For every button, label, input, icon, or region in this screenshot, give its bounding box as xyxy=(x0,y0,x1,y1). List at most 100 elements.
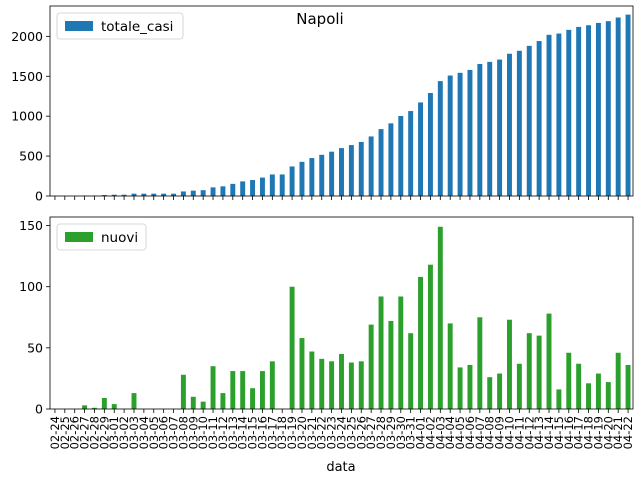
bar-totale_casi-04-17 xyxy=(576,26,582,197)
x-tick-label-03-30: 03-30 xyxy=(394,416,408,449)
bar-totale_casi-03-13 xyxy=(230,183,236,196)
x-tick-label-03-02: 03-02 xyxy=(117,416,131,449)
bar-totale_casi-04-02 xyxy=(427,93,433,196)
x-tick-label-04-19: 04-19 xyxy=(591,416,605,449)
bar-totale_casi-04-11 xyxy=(516,50,522,196)
x-tick-label-03-08: 03-08 xyxy=(176,416,190,449)
x-tick-label-03-22: 03-22 xyxy=(315,416,329,449)
y-tick-label-1-50: 50 xyxy=(27,340,43,355)
bar-totale_casi-04-19 xyxy=(595,22,601,197)
x-tick-label-04-21: 04-21 xyxy=(611,416,625,449)
bar-totale_casi-03-09 xyxy=(190,190,196,196)
x-tick-label-03-24: 03-24 xyxy=(335,416,349,449)
bar-nuovi-03-16 xyxy=(259,371,265,409)
x-tick-label-03-12: 03-12 xyxy=(216,416,230,449)
bar-nuovi-03-26 xyxy=(358,361,364,409)
bar-nuovi-03-31 xyxy=(408,333,414,409)
x-tick-label-03-15: 03-15 xyxy=(246,416,260,449)
bar-totale_casi-03-15 xyxy=(250,180,256,196)
bar-nuovi-03-09 xyxy=(190,396,196,409)
x-tick-label-03-28: 03-28 xyxy=(374,416,388,449)
bar-nuovi-03-11 xyxy=(210,366,216,409)
bar-nuovi-03-24 xyxy=(339,353,344,409)
legend-box-1 xyxy=(56,223,147,251)
x-tick-label-04-08: 04-08 xyxy=(483,416,497,449)
bar-totale_casi-04-01 xyxy=(418,102,424,196)
bar-totale_casi-04-08 xyxy=(487,61,493,196)
bar-totale_casi-03-08 xyxy=(180,191,186,196)
y-tick-label-1-100: 100 xyxy=(19,279,43,294)
bar-nuovi-03-08 xyxy=(180,374,186,409)
x-tick-label-03-05: 03-05 xyxy=(147,416,161,449)
x-tick-label-04-14: 04-14 xyxy=(542,416,556,449)
bar-totale_casi-04-07 xyxy=(477,63,483,197)
x-tick-label-02-25: 02-25 xyxy=(58,416,72,449)
x-tick-label-04-05: 04-05 xyxy=(453,416,467,449)
x-axis-label: data xyxy=(326,460,355,475)
bar-totale_casi-04-05 xyxy=(457,72,463,196)
bar-totale_casi-03-23 xyxy=(329,151,335,196)
bar-nuovi-04-01 xyxy=(418,276,424,409)
y-tick-label-0-2000: 2000 xyxy=(11,29,43,44)
bar-totale_casi-04-21 xyxy=(615,17,621,196)
bar-totale_casi-04-14 xyxy=(546,34,552,196)
bar-totale_casi-03-26 xyxy=(358,141,364,196)
bar-totale_casi-03-20 xyxy=(299,161,305,196)
x-tick-label-03-07: 03-07 xyxy=(167,416,181,449)
bar-totale_casi-03-19 xyxy=(289,166,295,196)
bar-nuovi-04-09 xyxy=(497,373,503,409)
x-tick-label-04-22: 04-22 xyxy=(621,416,635,449)
bar-totale_casi-03-18 xyxy=(279,174,285,196)
bar-nuovi-04-03 xyxy=(437,226,443,409)
x-tick-label-03-31: 03-31 xyxy=(404,416,418,449)
x-tick-label-03-11: 03-11 xyxy=(206,416,220,449)
x-tick-label-02-29: 02-29 xyxy=(97,416,111,449)
axes-frame-1 xyxy=(49,216,634,410)
x-tick-label-03-27: 03-27 xyxy=(364,416,378,449)
x-tick-label-04-16: 04-16 xyxy=(562,416,576,449)
bar-nuovi-03-27 xyxy=(368,324,374,409)
bar-nuovi-03-03 xyxy=(131,393,137,409)
x-tick-label-02-26: 02-26 xyxy=(68,416,82,449)
bar-nuovi-02-29 xyxy=(101,397,107,409)
bar-nuovi-03-15 xyxy=(250,388,256,409)
bar-totale_casi-03-25 xyxy=(348,145,354,196)
x-tick-label-04-11: 04-11 xyxy=(512,416,526,449)
bar-nuovi-04-11 xyxy=(516,363,522,409)
bar-nuovi-04-08 xyxy=(487,377,493,409)
x-tick-label-04-09: 04-09 xyxy=(493,416,507,449)
x-tick-label-03-16: 03-16 xyxy=(255,416,269,449)
bar-nuovi-03-25 xyxy=(348,362,354,409)
x-tick-label-04-02: 04-02 xyxy=(423,416,437,449)
bar-totale_casi-04-15 xyxy=(556,33,562,196)
bar-nuovi-03-13 xyxy=(230,371,236,409)
bar-nuovi-03-10 xyxy=(200,401,206,409)
bar-totale_casi-04-03 xyxy=(437,81,443,196)
bar-totale_casi-03-27 xyxy=(368,136,374,196)
bar-totale_casi-03-16 xyxy=(259,177,265,196)
legend-totale_casi: totale_casi xyxy=(56,12,184,40)
bottom-panel: 050100150nuovi02-2402-2502-2602-2702-280… xyxy=(19,216,635,449)
bar-nuovi-04-21 xyxy=(615,352,621,409)
bar-totale_casi-03-29 xyxy=(388,123,394,196)
bar-totale_casi-03-22 xyxy=(319,154,325,196)
bar-totale_casi-03-28 xyxy=(378,129,384,196)
bar-nuovi-04-14 xyxy=(546,313,552,409)
bar-nuovi-02-27 xyxy=(82,405,88,409)
bar-nuovi-04-07 xyxy=(477,317,483,409)
y-tick-label-0-1500: 1500 xyxy=(11,69,43,84)
bar-nuovi-04-12 xyxy=(526,333,532,409)
x-tick-label-03-09: 03-09 xyxy=(186,416,200,449)
bar-totale_casi-03-21 xyxy=(309,158,315,196)
legend-swatch-nuovi xyxy=(65,232,93,242)
bar-totale_casi-03-07 xyxy=(171,193,176,196)
x-tick-label-04-04: 04-04 xyxy=(443,416,457,449)
x-tick-label-03-23: 03-23 xyxy=(325,416,339,449)
bar-totale_casi-03-12 xyxy=(220,186,226,196)
x-tick-label-03-19: 03-19 xyxy=(285,416,299,449)
y-tick-label-0-0: 0 xyxy=(35,189,43,204)
bar-nuovi-04-13 xyxy=(536,335,542,409)
chart-title: Napoli xyxy=(296,10,343,28)
bar-totale_casi-03-06 xyxy=(161,193,167,196)
